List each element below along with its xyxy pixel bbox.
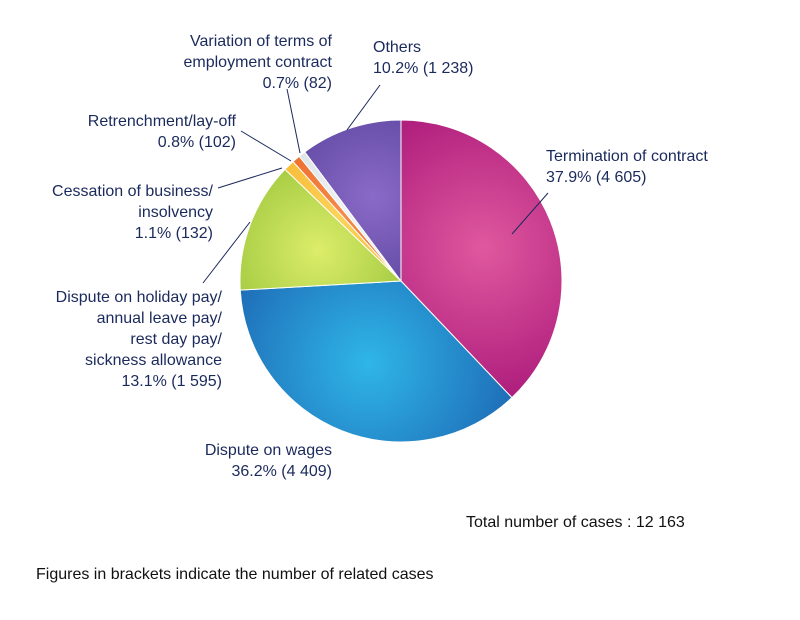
leader-line bbox=[240, 130, 292, 162]
pie-slice-dispute-on-holiday-pay-annual-leave-pay-rest-day-pay-sickness-allowance bbox=[239, 168, 403, 291]
leader-line bbox=[346, 84, 381, 131]
slice-label: Termination of contract 37.9% (4 605) bbox=[546, 148, 708, 186]
slice-label: Variation of terms of employment contract… bbox=[183, 33, 332, 92]
slice-label: Retrenchment/lay-off 0.8% (102) bbox=[88, 113, 237, 151]
pie-slice-others bbox=[304, 119, 402, 283]
leader-line bbox=[511, 192, 549, 235]
pie-slice-termination-of-contract bbox=[400, 119, 563, 399]
leader-line bbox=[286, 88, 301, 154]
slice-label: Dispute on wages 36.2% (4 409) bbox=[205, 442, 332, 480]
leader-line bbox=[217, 167, 283, 189]
pie-slice-dispute-on-wages bbox=[239, 280, 513, 443]
slice-label: Cessation of business/insolvency 1.1% (13… bbox=[52, 183, 214, 242]
footnote: Figures in brackets indicate the number … bbox=[36, 566, 434, 583]
slice-label: Others 10.2% (1 238) bbox=[373, 39, 474, 77]
slice-label: Dispute on holiday pay/annual leave pay/… bbox=[56, 289, 223, 390]
leader-line bbox=[202, 221, 251, 284]
total-cases: Total number of cases : 12 163 bbox=[466, 514, 685, 531]
